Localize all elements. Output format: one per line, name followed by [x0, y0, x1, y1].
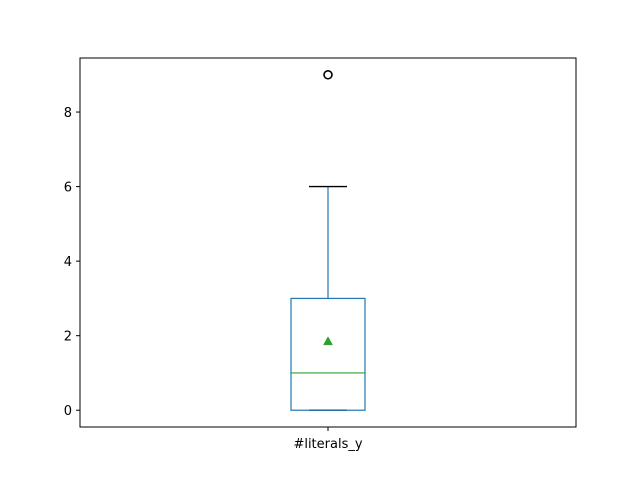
y-tick-label: 0 [64, 404, 72, 419]
x-axis: #literals_y [293, 427, 363, 452]
outlier-point [323, 69, 333, 80]
y-tick-label: 8 [64, 106, 72, 121]
y-tick-label: 6 [64, 181, 72, 196]
y-tick-label: 4 [64, 255, 72, 270]
plot-marks [290, 69, 366, 411]
y-tick-label: 2 [64, 330, 72, 345]
mean-marker [323, 336, 333, 346]
plot-frame [79, 57, 577, 428]
iqr-box [290, 297, 366, 411]
x-tick-label: #literals_y [293, 437, 362, 452]
y-axis: 0 2 4 6 8 [64, 106, 80, 419]
